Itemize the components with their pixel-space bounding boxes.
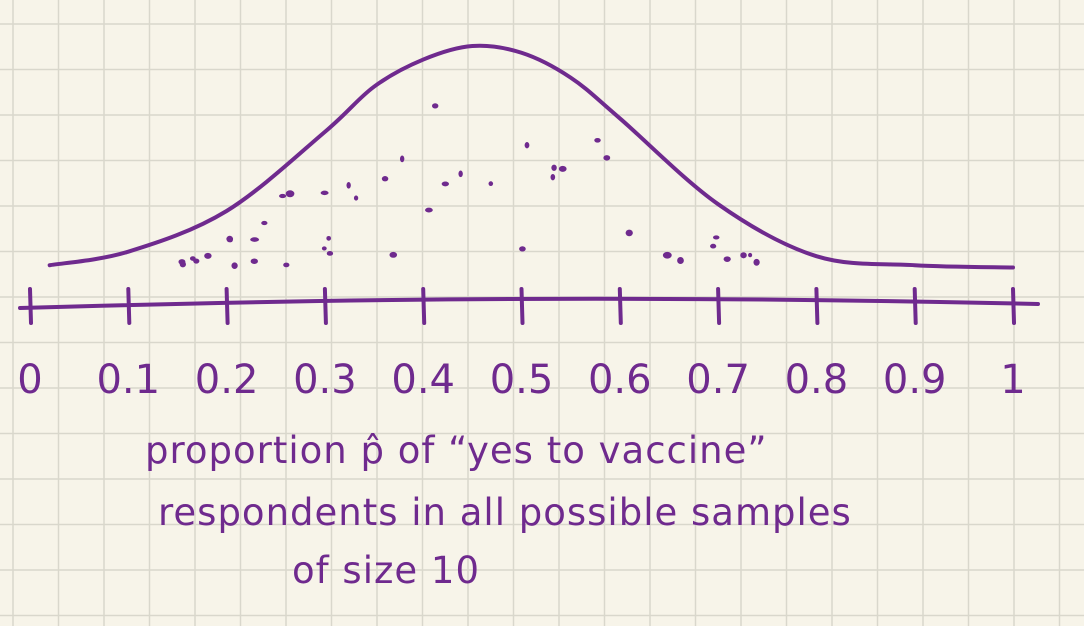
stipple-dot: [748, 252, 753, 258]
x-axis-caption: proportion p̂ of “yes to vaccine” respon…: [145, 429, 852, 592]
stipple-dot: [346, 181, 351, 189]
stipple-dot: [193, 258, 200, 264]
x-tick-label: 0.9: [883, 357, 947, 403]
x-tick-label: 0.3: [293, 357, 357, 403]
stipple-dot: [431, 103, 439, 109]
x-tick-mark: [28, 287, 33, 325]
stipple-dot: [458, 170, 463, 178]
stipple-dot: [326, 235, 332, 241]
x-tick-mark: [1011, 287, 1016, 325]
x-tick-mark: [912, 287, 918, 325]
stipple-dot: [389, 251, 398, 258]
stipple-dot: [550, 173, 556, 181]
stipple-dot: [231, 262, 238, 270]
stipple-dot: [519, 246, 526, 252]
stipple-dot: [710, 243, 717, 249]
stipple-dot: [662, 251, 672, 259]
stipple-dot: [740, 252, 747, 259]
x-tick-label: 0.6: [588, 357, 652, 403]
caption-line-3: of size 10: [292, 549, 480, 592]
stipple-dot: [250, 237, 260, 242]
stipple-dot: [603, 155, 611, 161]
stipple-dot: [285, 190, 295, 198]
stipple-dot: [381, 176, 389, 182]
stipple-dot: [594, 137, 601, 143]
stipple-dot: [320, 190, 329, 196]
stipple-dot: [399, 155, 405, 163]
stipple-dot: [283, 262, 290, 268]
stipple-dot: [713, 235, 720, 240]
stipple-dot: [488, 181, 494, 187]
x-tick-label: 0.5: [490, 357, 554, 403]
stipple-dot: [326, 251, 334, 256]
stipple-dot: [179, 261, 186, 268]
stipple-dot: [227, 237, 233, 243]
stipple-dot: [551, 164, 557, 171]
stipple-dot: [441, 181, 450, 187]
stipple-dot: [425, 207, 433, 213]
stipple-dot: [677, 257, 684, 264]
stipple-dot: [524, 142, 530, 149]
caption-line-1: proportion p̂ of “yes to vaccine”: [145, 429, 768, 472]
x-axis-line: [18, 296, 1040, 310]
distribution-curve: [47, 43, 1015, 270]
x-tick-mark: [814, 287, 820, 325]
x-tick-label: 0: [17, 357, 42, 403]
x-axis-ticks: [28, 287, 1016, 325]
stipple-dot: [753, 258, 760, 266]
x-tick-label: 0.4: [391, 357, 455, 403]
x-tick-label: 0.8: [785, 357, 849, 403]
stipple-dot: [321, 246, 327, 251]
x-tick-mark: [519, 287, 525, 325]
x-tick-label: 1: [1000, 357, 1025, 403]
stipple-dot: [625, 229, 633, 237]
x-tick-mark: [224, 287, 230, 325]
stipple-dot: [279, 193, 287, 199]
dot-stipple: [178, 103, 760, 270]
x-tick-mark: [716, 287, 722, 325]
x-tick-label: 0.2: [195, 357, 259, 403]
x-tick-mark: [126, 287, 132, 325]
x-axis-tick-labels: 0 0.1 0.2 0.3 0.4 0.5 0.6 0.7 0.8 0.9 1: [17, 357, 1025, 403]
stipple-dot: [261, 220, 268, 226]
stipple-dot: [353, 195, 359, 201]
stipple-dot: [558, 165, 567, 172]
x-tick-mark: [322, 287, 328, 325]
stipple-dot: [723, 256, 731, 263]
x-tick-mark: [617, 287, 623, 325]
caption-line-2: respondents in all possible samples: [158, 491, 852, 534]
x-tick-mark: [421, 287, 427, 325]
x-tick-label: 0.7: [686, 357, 750, 403]
stipple-dot: [204, 252, 212, 259]
stipple-dot: [250, 258, 258, 264]
x-tick-label: 0.1: [96, 357, 160, 403]
